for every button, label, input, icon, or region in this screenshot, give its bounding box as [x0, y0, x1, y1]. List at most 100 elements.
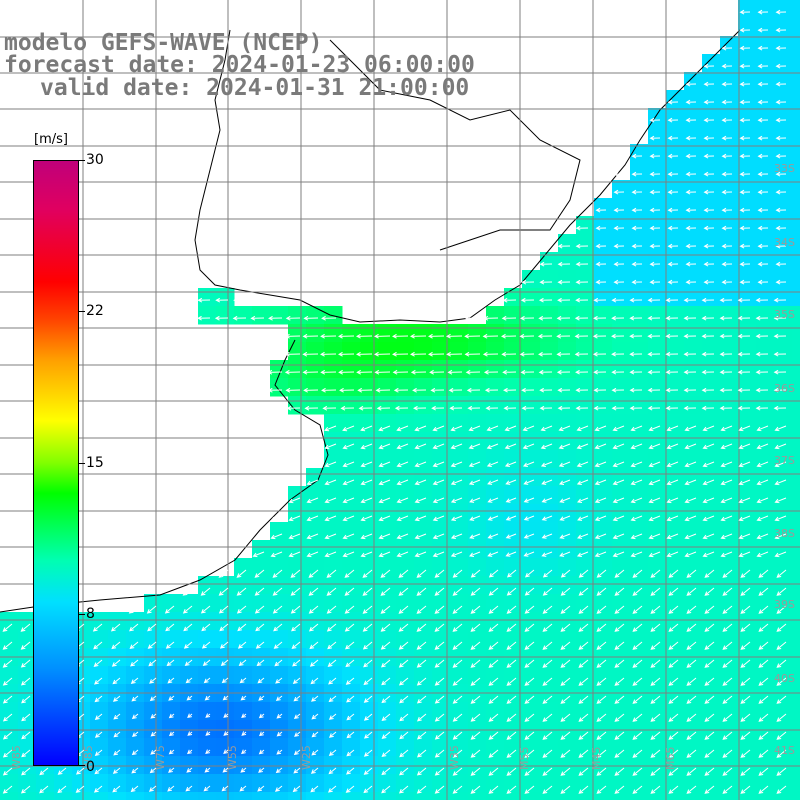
wind-arrow [738, 551, 751, 558]
wind-arrow [452, 749, 463, 758]
wind-cell [378, 522, 397, 541]
wind-arrow [308, 587, 319, 596]
wind-cell [666, 216, 685, 235]
wind-cell [540, 306, 559, 325]
wind-arrow [667, 171, 679, 177]
wind-cell [378, 378, 397, 397]
wind-arrow [328, 713, 337, 720]
wind-cell [594, 612, 613, 631]
wind-arrow [557, 405, 571, 411]
wind-arrow [452, 695, 463, 704]
wind-arrow [614, 605, 625, 614]
wind-arrow [168, 713, 175, 719]
wind-cell [594, 666, 613, 685]
wind-cell [558, 630, 577, 649]
wind-cell [396, 738, 415, 757]
wind-cell [216, 702, 235, 721]
wind-arrow [150, 731, 157, 737]
wind-arrow [432, 497, 445, 504]
wind-cell [738, 180, 757, 199]
wind-cell [738, 630, 757, 649]
wind-arrow [776, 659, 787, 668]
wind-cell [396, 666, 415, 685]
wind-arrow [506, 623, 517, 632]
wind-cell [342, 486, 361, 505]
wind-arrow [432, 479, 445, 486]
wind-arrow [559, 551, 571, 557]
wind-cell [522, 414, 541, 433]
wind-arrow [757, 207, 769, 213]
wind-arrow [576, 551, 589, 557]
wind-cell [432, 702, 451, 721]
wind-cell [630, 738, 649, 757]
wind-arrow [327, 785, 337, 793]
wind-arrow [757, 225, 769, 231]
wind-cell [306, 702, 325, 721]
wind-arrow [470, 587, 481, 596]
wind-arrow [505, 551, 517, 557]
wind-cell [90, 612, 109, 631]
wind-cell [630, 756, 649, 775]
wind-arrow [667, 117, 679, 123]
wind-arrow [539, 387, 553, 393]
wind-arrow [740, 587, 751, 596]
wind-cell [594, 738, 613, 757]
wind-arrow [703, 279, 715, 285]
wind-cell [324, 468, 343, 487]
wind-cell [522, 594, 541, 613]
wind-arrow [113, 749, 121, 756]
wind-cell [720, 450, 739, 469]
wind-cell [342, 450, 361, 469]
wind-cell [774, 360, 793, 379]
wind-cell [594, 198, 613, 217]
wind-arrow [392, 351, 409, 357]
wind-cell [378, 504, 397, 523]
wind-arrow [560, 749, 571, 758]
wind-cell [324, 576, 343, 595]
wind-arrow [303, 315, 319, 321]
wind-cell [702, 360, 721, 379]
wind-cell [612, 216, 631, 235]
wind-cell [756, 36, 775, 55]
wind-cell [540, 792, 559, 800]
wind-arrow [328, 695, 337, 703]
wind-cell [774, 756, 793, 775]
wind-cell [252, 540, 271, 559]
wind-arrow [324, 443, 337, 450]
longitude-label: W85 [82, 745, 95, 770]
wind-cell [450, 558, 469, 577]
latitude-label: 41S [774, 744, 795, 757]
wind-cell [324, 558, 343, 577]
wind-cell [774, 486, 793, 505]
wind-cell [666, 450, 685, 469]
wind-arrow [630, 515, 643, 522]
wind-arrow [719, 405, 733, 411]
wind-arrow [684, 461, 697, 468]
wind-cell [738, 756, 757, 775]
wind-cell [306, 612, 325, 631]
wind-arrow [668, 767, 679, 776]
wind-arrow [358, 405, 373, 411]
wind-arrow [57, 785, 67, 794]
wind-arrow [328, 677, 337, 685]
wind-arrow [614, 785, 625, 794]
wind-cell [738, 342, 757, 361]
wind-cell [630, 360, 649, 379]
wind-cell [144, 792, 163, 800]
wind-cell [198, 306, 217, 325]
wind-arrow [342, 425, 355, 432]
wind-arrow [360, 479, 373, 486]
wind-cell [252, 792, 271, 800]
wind-cell [594, 324, 613, 343]
wind-arrow [722, 731, 733, 740]
wind-cell [180, 594, 199, 613]
wind-cell [198, 666, 217, 685]
wind-cell [396, 504, 415, 523]
wind-cell [630, 666, 649, 685]
wind-arrow [757, 153, 769, 159]
wind-arrow [650, 587, 661, 596]
wind-cell [558, 522, 577, 541]
wind-cell [558, 774, 577, 793]
wind-cell [432, 414, 451, 433]
wind-arrow [701, 405, 715, 411]
